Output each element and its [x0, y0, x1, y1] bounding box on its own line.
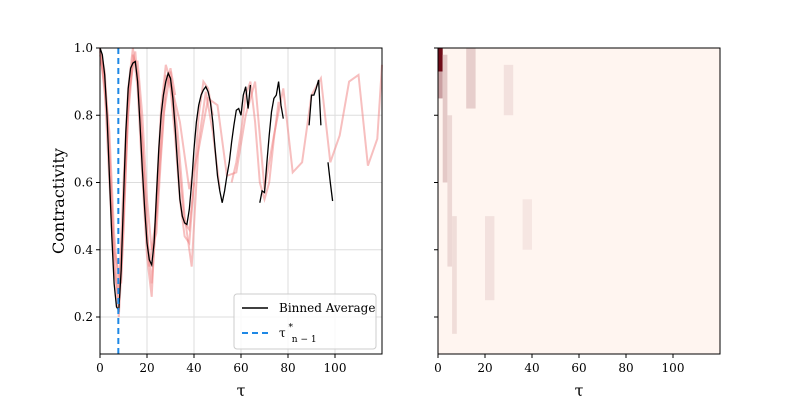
right-xtick-label-5: 100 — [662, 361, 685, 375]
heatmap-cell-8 — [522, 199, 532, 250]
legend: Binned Average τ * n − 1 — [233, 293, 377, 350]
right-xtick-label-4: 80 — [618, 361, 633, 375]
heatmap-cell-0 — [438, 48, 443, 72]
left-ytick-label-2: 0.6 — [74, 176, 93, 190]
binned-average-line-0 — [99, 47, 252, 313]
left-y-ticks: 0.2 0.4 0.6 0.8 1.0 — [74, 41, 100, 324]
right-y-ticks — [434, 47, 438, 318]
right-xtick-label-0: 0 — [434, 361, 442, 375]
legend-tau-star-sup: * — [288, 323, 293, 333]
binned-average-curves — [99, 47, 334, 313]
sample-curve-1 — [99, 47, 195, 301]
left-x-ticks: 0 20 40 60 80 100 — [96, 354, 346, 375]
heatmap-cell-7 — [503, 64, 514, 116]
left-xtick-label-4: 80 — [280, 361, 295, 375]
heatmap-cell-6 — [485, 216, 495, 301]
heatmap-cell-5 — [466, 48, 476, 109]
right-xtick-label-2: 40 — [524, 361, 539, 375]
left-xtick-label-0: 0 — [96, 361, 104, 375]
left-xtick-label-3: 60 — [233, 361, 248, 375]
left-y-axis-label: Contractivity — [49, 148, 68, 254]
heatmap-cell-1 — [438, 71, 443, 99]
right-panel: 0 20 40 60 80 100 τ — [434, 47, 721, 400]
sample-curve-4 — [169, 64, 383, 190]
right-xtick-label-1: 20 — [477, 361, 492, 375]
left-xtick-label-5: 100 — [324, 361, 347, 375]
left-ytick-label-1: 0.4 — [74, 243, 93, 257]
heatmap-cell-3 — [447, 115, 453, 267]
left-x-axis-label: τ — [237, 381, 246, 400]
right-xtick-label-3: 60 — [571, 361, 586, 375]
left-xtick-label-1: 20 — [139, 361, 154, 375]
binned-average-line-1 — [259, 81, 284, 203]
binned-average-line-3 — [327, 162, 334, 202]
right-x-axis-label: τ — [575, 381, 584, 400]
legend-tau-star-sub: n − 1 — [292, 335, 317, 345]
heatmap-cell-2 — [442, 54, 448, 183]
right-x-ticks: 0 20 40 60 80 100 — [434, 354, 684, 375]
left-ytick-label-4: 1.0 — [74, 41, 93, 55]
legend-box — [233, 293, 377, 350]
left-panel: 0 20 40 60 80 100 0.2 0.4 0.6 0.8 1.0 τ Contracti… — [49, 41, 383, 400]
sample-curve-3 — [99, 54, 177, 291]
left-ytick-label-3: 0.8 — [74, 108, 93, 122]
sample-curves — [99, 47, 383, 318]
legend-tau-star-base: τ — [279, 326, 286, 340]
heatmap-background — [438, 48, 720, 354]
heatmap-cell-4 — [452, 216, 457, 334]
sample-curve-5 — [230, 81, 280, 204]
legend-binned-average-label: Binned Average — [279, 301, 375, 315]
left-xtick-label-2: 40 — [186, 361, 201, 375]
heatmap-cells — [438, 48, 532, 334]
left-ytick-label-0: 0.2 — [74, 310, 93, 324]
legend-tau-star-label: τ * n − 1 — [279, 319, 317, 345]
binned-average-line-2 — [308, 79, 322, 126]
